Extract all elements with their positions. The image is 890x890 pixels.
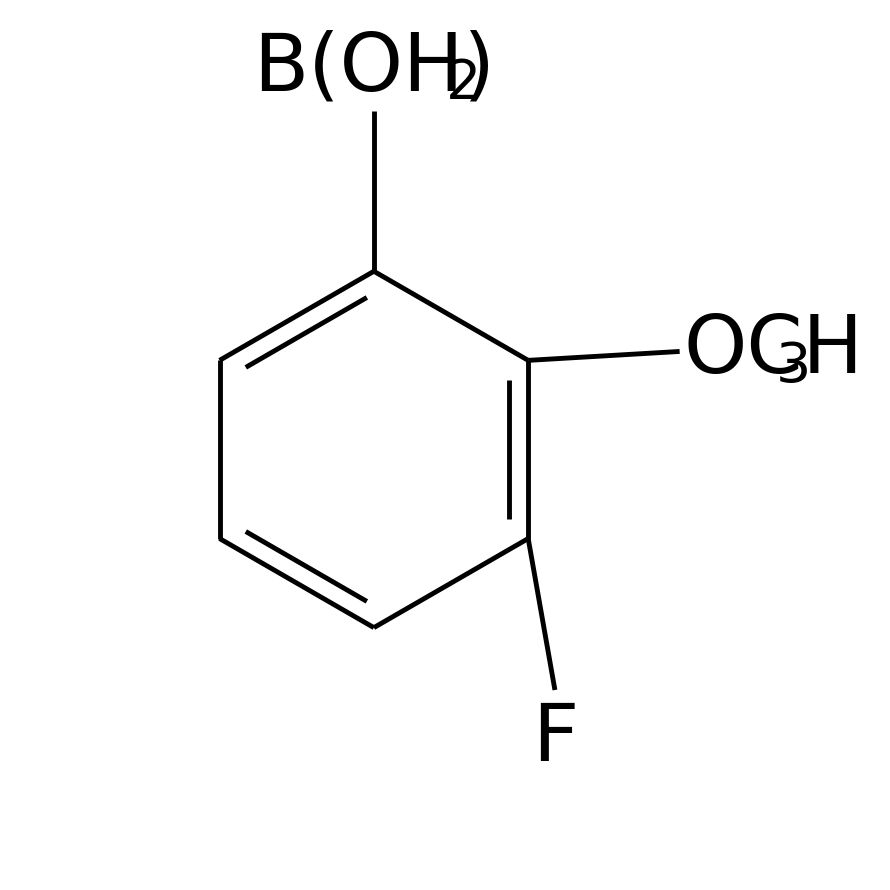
Text: B(OH): B(OH) bbox=[253, 29, 495, 108]
Text: 3: 3 bbox=[775, 339, 811, 393]
Text: OCH: OCH bbox=[683, 312, 863, 391]
Text: F: F bbox=[532, 700, 578, 778]
Text: 2: 2 bbox=[446, 57, 481, 111]
